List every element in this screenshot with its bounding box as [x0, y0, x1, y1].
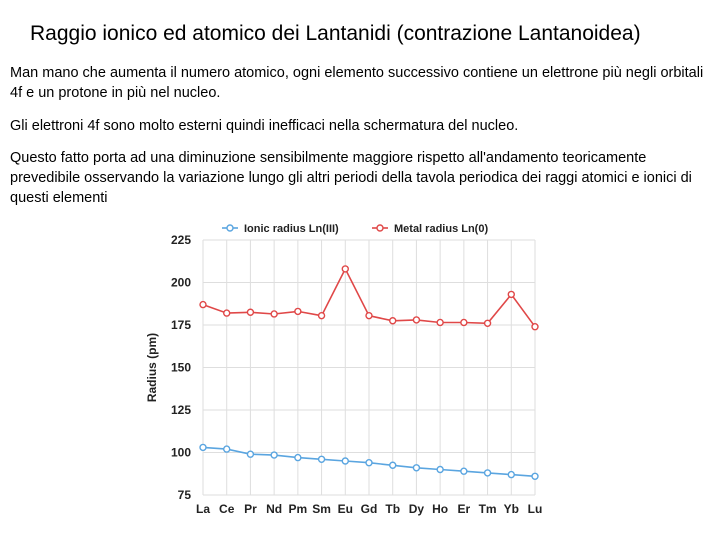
data-point	[460, 318, 468, 327]
y-tick-label: 225	[171, 233, 191, 247]
data-point	[294, 307, 302, 316]
x-tick-label: Eu	[338, 502, 353, 516]
data-point	[199, 300, 207, 309]
legend-marker	[376, 224, 384, 232]
y-tick-label: 150	[171, 361, 191, 375]
data-point	[531, 472, 539, 480]
chart-grid	[202, 239, 536, 496]
chart-series	[199, 265, 539, 480]
y-tick-label: 200	[171, 276, 191, 290]
chart-legend: Ionic radius Ln(III) Metal radius Ln(0)	[222, 223, 488, 235]
data-point	[483, 469, 492, 477]
paragraph-electron-4f: Man mano che aumenta il numero atomico, …	[10, 65, 704, 101]
data-point	[389, 317, 397, 325]
data-point	[317, 311, 326, 320]
data-point	[223, 309, 231, 317]
data-point	[507, 290, 515, 299]
x-tick-label: Pm	[289, 502, 308, 516]
x-tick-label: Tb	[385, 502, 400, 516]
paragraph-shielding: Gli elettroni 4f sono molto esterni quin…	[10, 118, 519, 134]
data-point	[341, 457, 349, 465]
data-point	[223, 445, 231, 453]
y-tick-label: 100	[171, 446, 191, 460]
data-point	[389, 461, 397, 469]
x-tick-label: Sm	[312, 502, 331, 516]
data-point	[412, 464, 421, 472]
data-point	[365, 458, 373, 467]
y-axis-ticks: 75 100 125 150 175 200 225	[171, 233, 191, 502]
data-point	[483, 319, 492, 328]
legend-marker	[226, 224, 234, 232]
x-tick-label: Ho	[432, 502, 448, 516]
data-point	[270, 451, 278, 459]
x-axis-ticks: La Ce Pr Nd Pm Sm Eu Gd Tb Dy Ho Er Tm Yb Lu	[196, 502, 542, 516]
y-axis-label: Radius (pm)	[145, 333, 159, 402]
data-point	[436, 318, 444, 327]
y-tick-label: 75	[178, 488, 192, 502]
paragraph-radius-decrease: Questo fatto porta ad una diminuzione se…	[10, 150, 692, 206]
data-point	[531, 322, 539, 331]
data-point	[436, 465, 444, 474]
data-point	[412, 316, 421, 324]
x-tick-label: Dy	[409, 502, 425, 516]
x-tick-label: Tm	[479, 502, 497, 516]
slide-title: Raggio ionico ed atomico dei Lantanidi (…	[30, 22, 641, 45]
legend-label: Ionic radius Ln(III)	[244, 223, 339, 235]
data-point	[246, 308, 255, 316]
x-tick-label: La	[196, 502, 210, 516]
x-tick-label: Lu	[528, 502, 543, 516]
data-point	[317, 455, 326, 464]
radius-line-chart: 75 100 125 150 175 200 225 La Ce Pr Nd Pm Sm Eu Gd Tb D…	[145, 223, 542, 516]
legend-label: Metal radius Ln(0)	[394, 223, 488, 235]
x-tick-label: Yb	[504, 502, 519, 516]
data-point	[341, 265, 349, 273]
x-tick-label: Pr	[244, 502, 257, 516]
x-tick-label: Gd	[361, 502, 378, 516]
data-point	[365, 311, 373, 320]
y-tick-label: 175	[171, 318, 191, 332]
y-tick-label: 125	[171, 403, 191, 417]
x-tick-label: Ce	[219, 502, 235, 516]
x-tick-label: Nd	[266, 502, 282, 516]
data-point	[507, 470, 515, 479]
data-point	[199, 443, 207, 452]
data-point	[460, 467, 468, 475]
data-point	[270, 310, 278, 318]
data-point	[246, 450, 255, 458]
data-point	[294, 453, 302, 462]
x-tick-label: Er	[458, 502, 471, 516]
